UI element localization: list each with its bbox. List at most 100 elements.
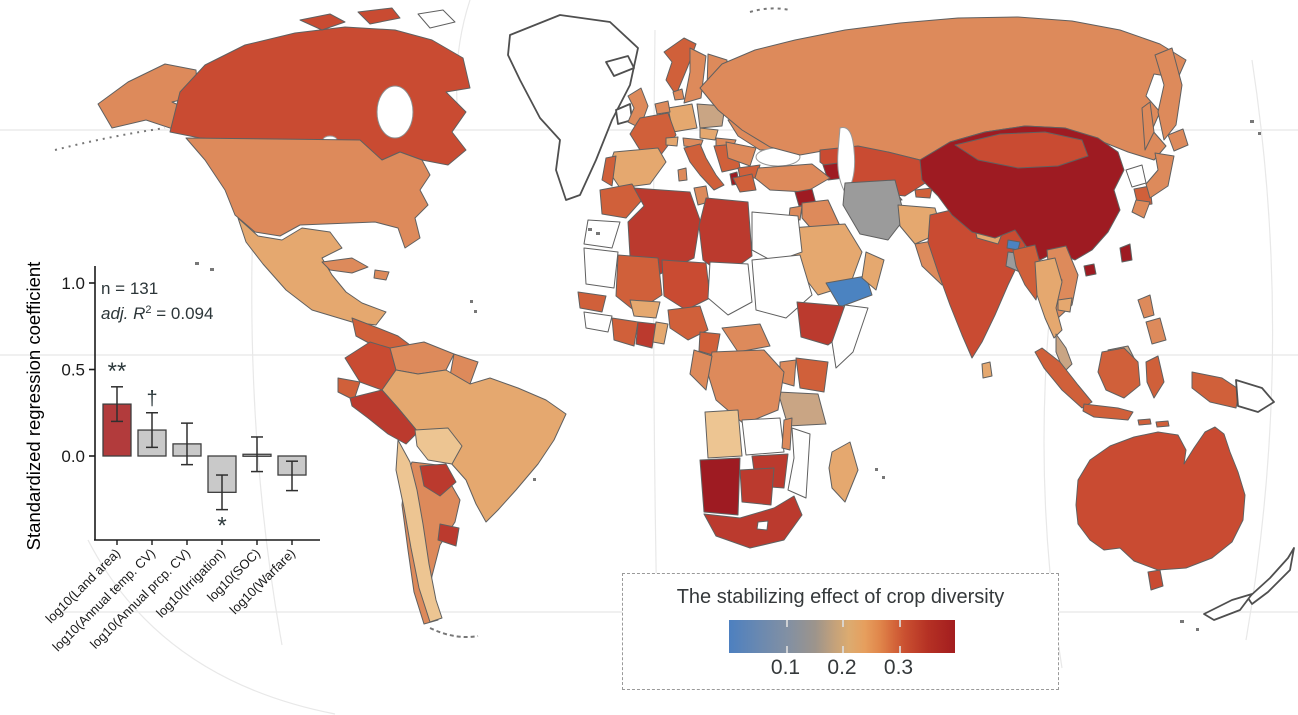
country-western-sahara <box>583 219 621 249</box>
country-lesotho <box>756 520 769 531</box>
country-tanzania <box>777 391 827 427</box>
country-north-korea <box>1125 164 1147 188</box>
significance-marker: † <box>146 388 157 410</box>
country-new-zealand-north <box>1247 547 1295 605</box>
country-spain <box>607 147 667 189</box>
country-new-zealand-south <box>1203 593 1253 621</box>
country-ivory-coast <box>611 317 639 347</box>
country-egypt <box>751 211 803 263</box>
country-thailand <box>1034 257 1063 339</box>
colorbar-notch <box>842 620 844 627</box>
country-south-africa <box>703 495 803 549</box>
country-russia <box>699 16 1187 161</box>
country-taiwan <box>1119 243 1133 263</box>
stat-n: n = 131 <box>101 279 158 298</box>
region-lesser-sunda <box>1137 418 1152 426</box>
region-benelux <box>654 100 671 115</box>
country-myanmar <box>1012 244 1043 301</box>
country-burkina-faso <box>629 299 661 319</box>
country-malawi <box>781 417 793 451</box>
country-bolivia <box>414 427 463 465</box>
country-gabon-congo <box>689 349 713 391</box>
country-czech <box>699 127 719 141</box>
country-philippines-mindanao <box>1145 317 1167 345</box>
colorbar-tick-0.1: 0.1 <box>770 656 801 679</box>
colorbar-gradient <box>729 620 955 653</box>
country-chad <box>707 261 753 316</box>
aleutian-islands <box>54 127 166 151</box>
country-switzerland <box>665 136 679 147</box>
country-indonesia-borneo <box>1097 347 1141 399</box>
country-sardinia <box>677 167 688 182</box>
caspian-sea <box>837 126 856 195</box>
country-niger <box>661 259 711 311</box>
country-australia <box>1075 426 1246 571</box>
region-tasmania <box>1147 569 1164 591</box>
country-venezuela <box>389 341 455 375</box>
country-greenland <box>507 14 639 201</box>
significance-marker: * <box>217 513 226 540</box>
country-nigeria <box>667 305 709 341</box>
country-turkey <box>754 163 831 193</box>
country-iran <box>842 179 906 241</box>
country-mozambique <box>787 427 811 499</box>
country-indonesia-sulawesi <box>1145 355 1165 399</box>
country-kenya <box>795 357 829 393</box>
country-mexico <box>237 217 387 326</box>
country-paraguay <box>419 463 457 497</box>
svalbard <box>749 7 791 13</box>
country-cuba <box>321 257 369 274</box>
country-oman <box>861 251 885 291</box>
stat-adj-r2: adj. R2 = 0.094 <box>101 304 213 323</box>
country-morocco <box>599 183 643 219</box>
country-madagascar <box>828 441 859 503</box>
y-tick-label: 0.0 <box>61 447 85 466</box>
country-namibia <box>699 457 741 516</box>
country-guinea <box>583 311 613 333</box>
region-hainan <box>1083 263 1097 277</box>
country-indonesia-java <box>1082 403 1134 421</box>
country-portugal <box>601 155 617 187</box>
country-kyrgyzstan <box>914 187 933 199</box>
country-papua-new-guinea <box>1235 379 1275 413</box>
colorbar-notch <box>785 646 788 653</box>
country-botswana <box>739 467 775 506</box>
colorbar-tick-0.2: 0.2 <box>827 656 857 679</box>
country-mongolia <box>954 131 1089 169</box>
country-denmark <box>672 88 685 101</box>
country-iceland <box>605 55 635 77</box>
country-philippines-luzon <box>1137 294 1155 319</box>
arctic-island-2 <box>357 7 401 25</box>
country-indonesia-sumatra <box>1034 347 1093 409</box>
country-togo-benin <box>652 321 669 345</box>
region-lesser-sunda-2 <box>1155 420 1170 428</box>
country-japan-hokkaido <box>1167 128 1189 152</box>
country-japan-honshu <box>1145 152 1175 199</box>
hudson-bay <box>376 85 414 139</box>
country-hispaniola <box>373 269 390 281</box>
country-japan-kyushu <box>1131 199 1151 219</box>
tierra-del-fuego <box>429 627 479 638</box>
country-greece <box>732 173 757 193</box>
country-ghana <box>635 321 657 349</box>
colorbar-tick-0.3: 0.3 <box>883 656 914 679</box>
country-italy <box>683 143 725 191</box>
colorbar-notch <box>842 646 844 653</box>
colorbar-notch <box>898 620 901 627</box>
country-malaysia <box>1055 333 1073 373</box>
country-drc <box>707 349 785 425</box>
country-yemen <box>825 275 873 308</box>
significance-marker: ** <box>108 358 127 385</box>
colorbar-notch <box>785 620 788 627</box>
arctic-island-3 <box>417 9 456 29</box>
country-sri-lanka <box>981 361 993 379</box>
colorbar-tick-labels: 0.1 0.2 0.3 <box>729 656 955 682</box>
country-central-african-rep <box>721 323 771 353</box>
country-norway <box>663 37 697 96</box>
colorbar-notch <box>898 646 901 653</box>
region-west-new-guinea <box>1191 371 1241 409</box>
country-mauritania <box>583 247 619 289</box>
country-uruguay <box>437 523 460 547</box>
